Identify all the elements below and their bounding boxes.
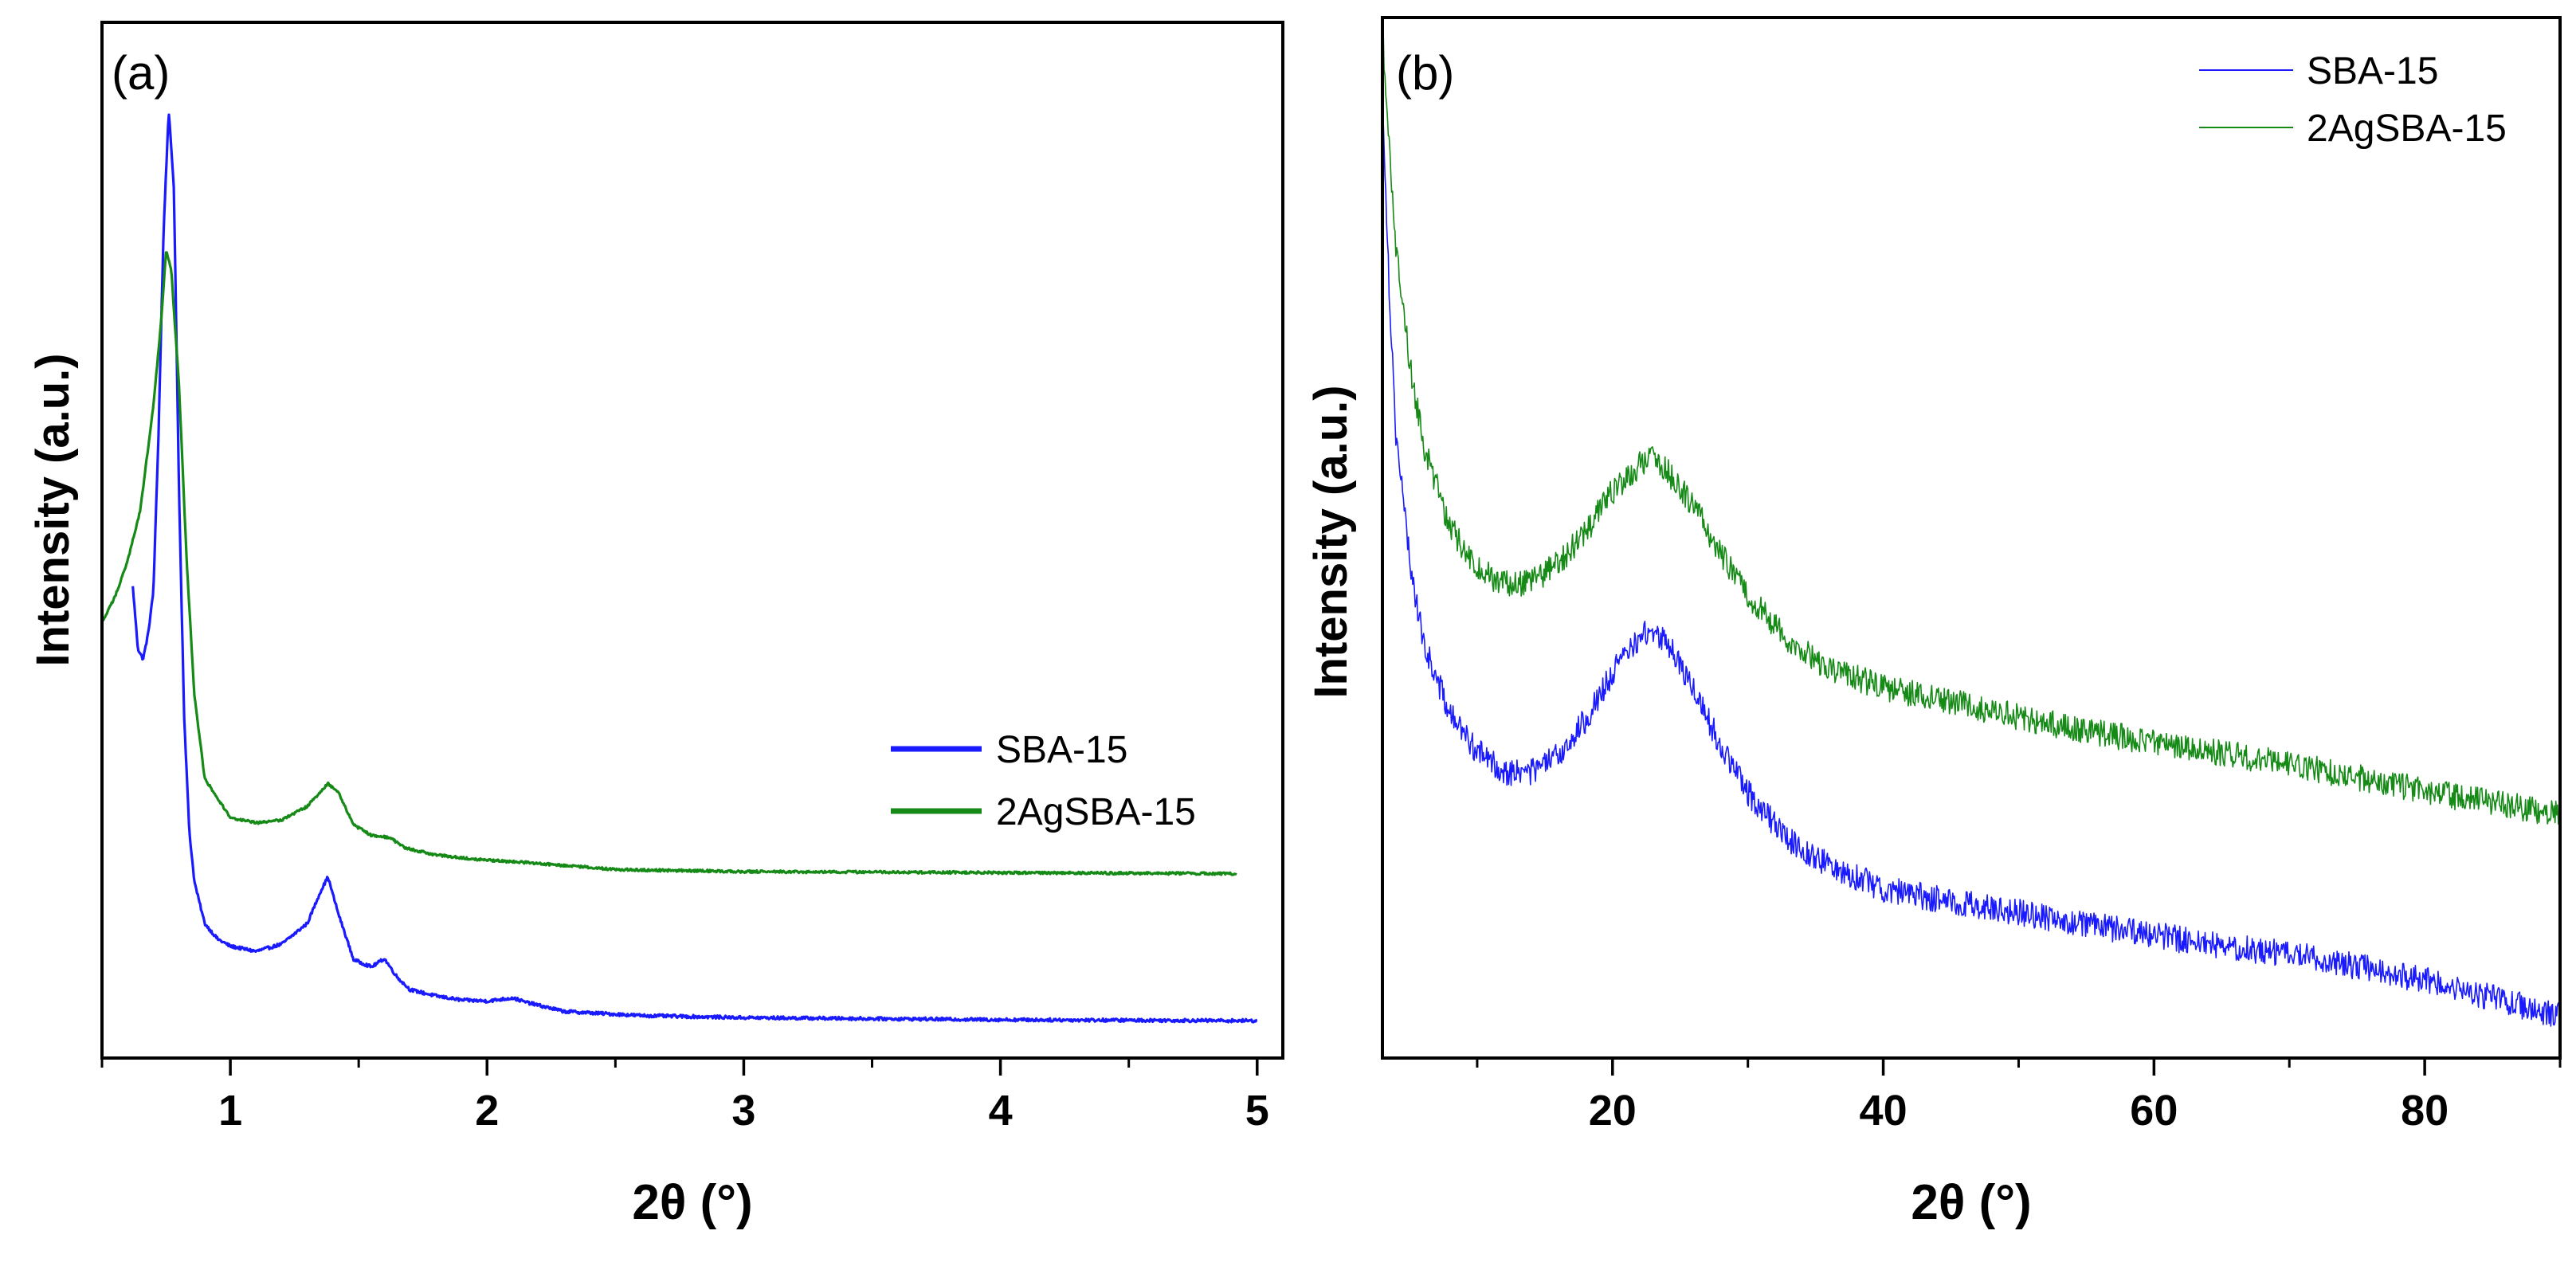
panel-a-small-angle: 1 2 3 4 5 (a) 2θ (°) Intensity (a.u.) SBA-15… [27,21,1284,1230]
x-tick-label-a-3: 3 [731,1087,755,1135]
x-tick-label-a-5: 5 [1245,1087,1269,1135]
series-line-a-sba15 [131,113,1258,1024]
x-tick-label-a-2: 2 [475,1087,499,1135]
panel-b-legend-label-2agsba15: 2AgSBA-15 [2307,108,2507,150]
panel-b-series-layer [1382,21,2560,1027]
series-line-b-sba15 [1382,83,2560,1027]
panel-a-legend: SBA-15 2AgSBA-15 [891,729,1196,833]
x-tick-label-b-40: 40 [1860,1087,1907,1135]
panel-a-x-axis: 1 2 3 4 5 [100,1058,1269,1135]
panel-b-y-axis-title: Intensity (a.u.) [1305,385,1357,698]
panel-b-legend: SBA-15 2AgSBA-15 [2199,50,2507,150]
series-line-a-2agsba15 [102,251,1237,876]
x-tick-label-a-1: 1 [218,1087,242,1135]
panel-a-y-axis-title: Intensity (a.u.) [27,353,79,666]
panel-a-legend-label-2agsba15: 2AgSBA-15 [996,791,1196,833]
x-tick-label-a-4: 4 [989,1087,1013,1135]
x-tick-label-b-20: 20 [1589,1087,1637,1135]
panel-a-legend-label-sba15: SBA-15 [996,729,1127,771]
panel-b-x-axis: 20 40 60 80 [1476,1058,2562,1135]
series-line-b-2agsba15 [1382,21,2560,825]
panel-a-plot-frame [100,21,1284,1060]
panel-b-x-axis-title: 2θ (°) [1911,1175,2031,1230]
panel-b-wide-angle: 20 40 60 80 (b) 2θ (°) Intensity (a.u.) SBA… [1305,16,2562,1230]
panel-a-series-layer [102,113,1258,1024]
panel-a-label: (a) [112,46,170,100]
panel-a-x-axis-title: 2θ (°) [632,1175,752,1230]
panel-b-label: (b) [1396,46,1454,100]
panel-b-legend-label-sba15: SBA-15 [2307,50,2438,92]
x-tick-label-b-80: 80 [2401,1087,2449,1135]
panel-b-plot-frame [1381,16,2562,1060]
x-tick-label-b-60: 60 [2130,1087,2178,1135]
